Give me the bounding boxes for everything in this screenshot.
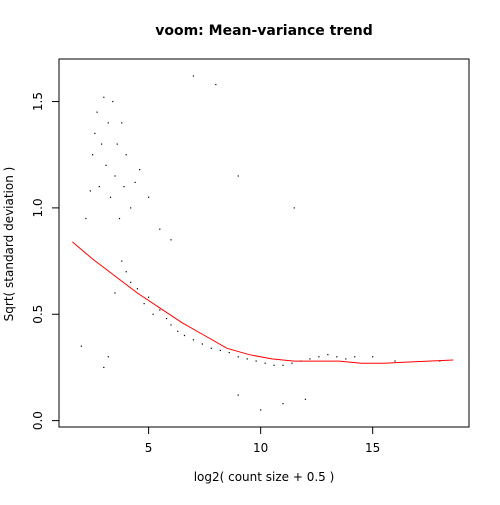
data-point <box>112 100 114 103</box>
data-point <box>116 143 118 145</box>
data-point <box>219 349 221 352</box>
data-point <box>327 354 329 356</box>
data-point <box>201 343 203 345</box>
x-axis: 5 10 15 <box>145 427 380 455</box>
data-point <box>94 132 96 135</box>
data-point <box>159 228 161 230</box>
y-axis: 0.0 0.5 1.0 1.5 <box>31 92 59 430</box>
data-point <box>237 394 239 396</box>
data-point <box>107 122 109 124</box>
data-point <box>143 303 145 305</box>
data-point <box>118 217 121 220</box>
data-point <box>282 364 284 366</box>
data-point <box>170 324 172 326</box>
data-point <box>354 356 356 358</box>
data-point <box>183 334 186 337</box>
data-point <box>282 403 284 405</box>
data-point <box>345 358 347 360</box>
data-point <box>394 360 396 362</box>
data-point <box>139 169 141 171</box>
data-point <box>105 164 107 166</box>
data-point <box>159 309 161 311</box>
data-point <box>318 356 320 358</box>
data-point <box>92 154 94 156</box>
data-point <box>170 239 172 241</box>
data-point <box>336 356 338 358</box>
data-point <box>121 122 123 124</box>
data-point <box>148 196 150 198</box>
data-point <box>293 207 295 209</box>
data-point <box>152 313 154 315</box>
data-point <box>304 398 307 400</box>
x-axis-label: log2( count size + 0.5 ) <box>194 470 335 484</box>
y-tick-label: 1.0 <box>31 198 45 217</box>
y-tick-label: 1.5 <box>31 92 45 111</box>
y-tick-label: 0.0 <box>31 411 45 430</box>
data-point <box>85 217 87 220</box>
data-point <box>98 186 100 188</box>
data-point <box>130 281 132 283</box>
chart-title: voom: Mean-variance trend <box>155 23 373 39</box>
data-point <box>125 271 127 273</box>
data-point <box>134 181 136 183</box>
data-point <box>192 75 195 77</box>
data-point <box>291 362 293 364</box>
data-point <box>210 347 212 349</box>
data-point <box>246 358 248 360</box>
data-point <box>255 360 257 362</box>
data-point <box>103 96 105 98</box>
data-point <box>264 362 266 364</box>
plot-area <box>72 75 454 411</box>
y-tick-label: 0.5 <box>31 305 45 324</box>
data-point <box>125 154 127 156</box>
data-point <box>237 356 239 358</box>
data-point <box>215 83 217 86</box>
data-point <box>273 364 275 366</box>
data-point <box>103 366 105 369</box>
data-point <box>109 196 112 198</box>
data-point <box>237 175 239 177</box>
data-point <box>309 358 311 360</box>
x-tick-label: 10 <box>253 441 268 455</box>
data-point <box>192 339 195 341</box>
plot-frame <box>58 58 470 428</box>
x-tick-label: 5 <box>145 441 153 455</box>
data-point <box>130 207 132 209</box>
data-point <box>96 111 98 113</box>
y-axis-label: Sqrt( standard deviation ) <box>2 167 16 322</box>
data-point <box>260 409 262 411</box>
data-point <box>100 143 103 145</box>
data-point <box>80 345 82 347</box>
data-point <box>121 260 123 262</box>
data-point <box>177 330 179 332</box>
data-point <box>372 356 374 358</box>
trend-line <box>72 241 454 364</box>
data-point <box>114 175 116 177</box>
data-point <box>148 296 150 298</box>
data-point <box>114 292 116 294</box>
data-point <box>89 190 91 192</box>
data-point <box>107 356 109 358</box>
data-point <box>165 317 168 320</box>
data-point <box>123 186 125 188</box>
data-point <box>136 288 139 290</box>
data-point <box>228 351 230 354</box>
x-tick-label: 15 <box>365 441 380 455</box>
